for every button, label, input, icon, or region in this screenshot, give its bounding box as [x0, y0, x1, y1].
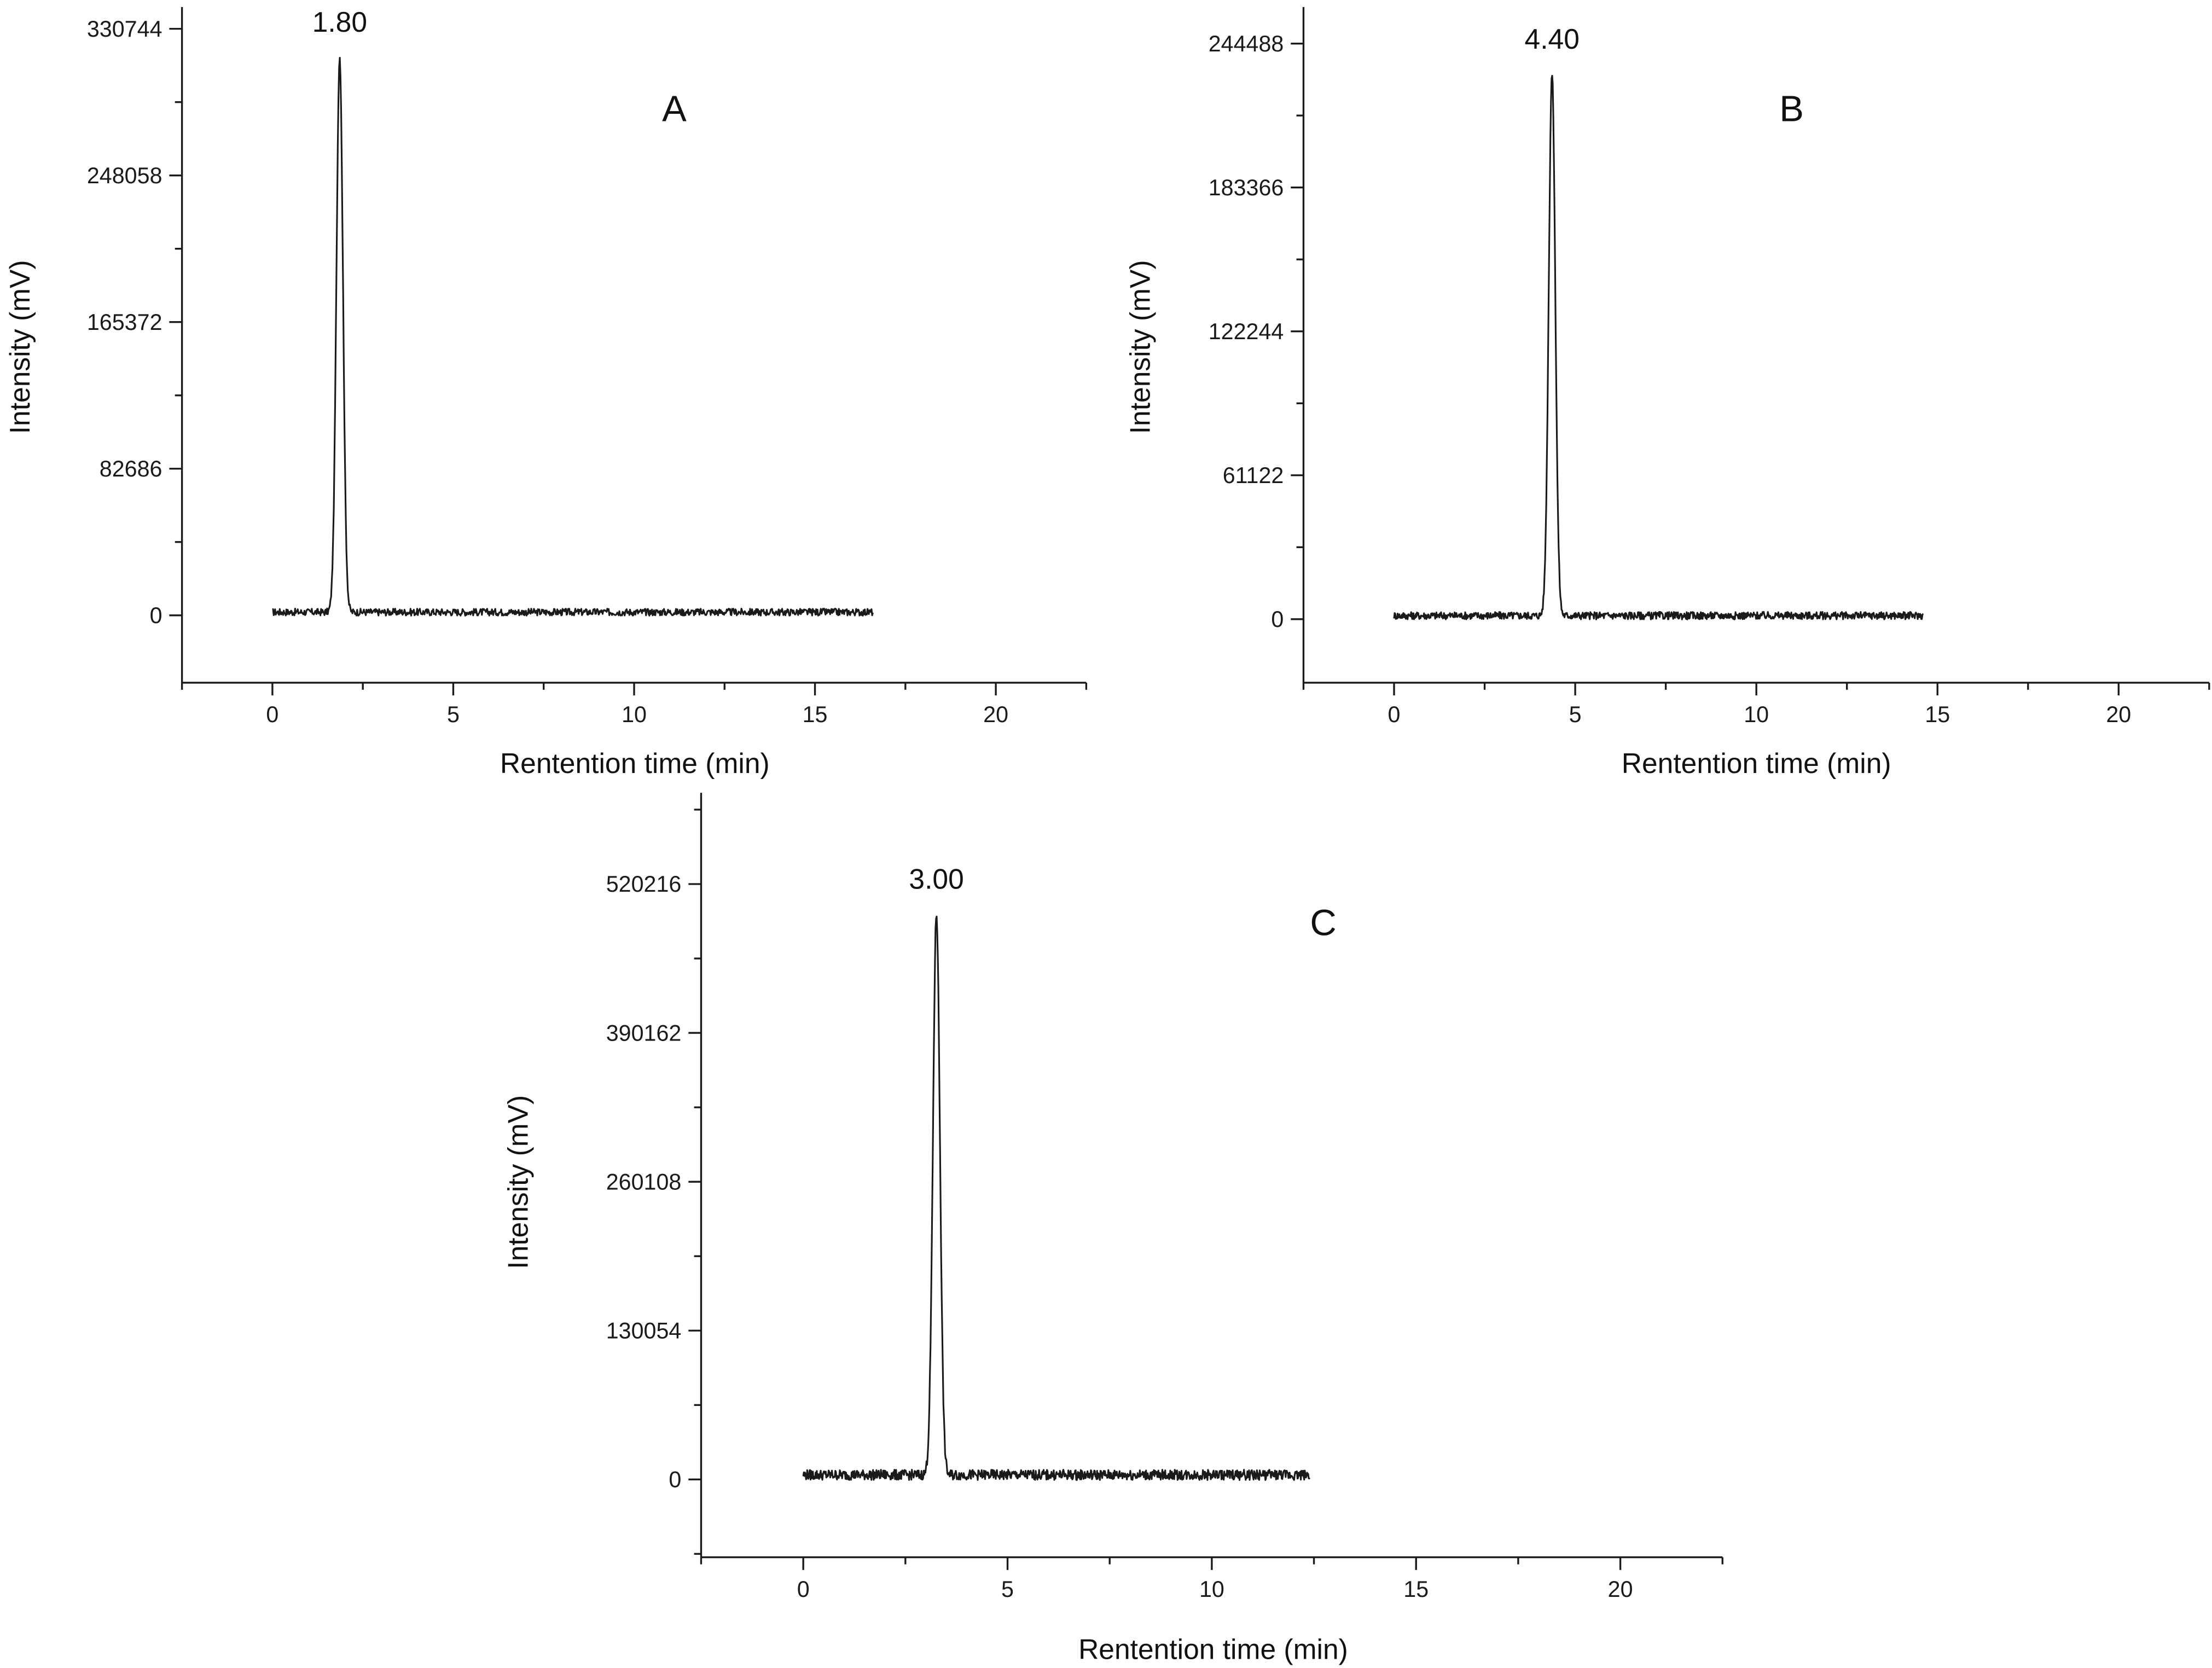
y-tick-label: 165372 — [87, 310, 162, 335]
y-tick-label: 82686 — [100, 456, 162, 481]
chart-panel-b: 0 5 10 15 20 0 61122 122244 183366 244488 Rententi… — [1124, 7, 2210, 779]
panel-label: B — [1779, 89, 1804, 130]
x-axis-title: Rentention time (min) — [1078, 1633, 1348, 1665]
y-tick-label: 183366 — [1209, 175, 1284, 200]
y-tick-label: 260108 — [606, 1169, 682, 1194]
x-tick-label: 5 — [1001, 1577, 1014, 1602]
x-tick-label: 5 — [447, 702, 460, 727]
y-tick-label: 122244 — [1209, 319, 1284, 344]
x-tick-label: 15 — [1403, 1577, 1429, 1602]
x-tick-label: 10 — [622, 702, 647, 727]
chart-panel-a: 0 5 10 15 20 0 82686 165372 248058 330744 Rententi… — [4, 6, 1088, 779]
x-tick-label: 10 — [1199, 1577, 1224, 1602]
y-tick-label: 248058 — [87, 163, 162, 188]
x-axis-title: Rentention time (min) — [500, 747, 770, 779]
y-axis-title: Intensity (mV) — [502, 1095, 533, 1269]
x-tick-label: 5 — [1569, 702, 1582, 727]
chart-panel-c: 0 5 10 15 20 0 130054 260108 390162 520216 Rentent… — [502, 793, 1723, 1665]
chromatogram-line — [1393, 74, 1924, 620]
x-tick-label: 0 — [1388, 702, 1401, 727]
y-tick-label: 0 — [669, 1467, 681, 1492]
x-tick-label: 20 — [1608, 1577, 1633, 1602]
y-tick-label: 520216 — [606, 871, 682, 897]
x-tick-label: 0 — [797, 1577, 810, 1602]
peak-retention-label: 4.40 — [1525, 23, 1580, 55]
y-axis-title: Intensity (mV) — [4, 260, 36, 434]
y-tick-label: 244488 — [1209, 31, 1284, 56]
peak-retention-label: 1.80 — [312, 6, 367, 38]
x-tick-label: 10 — [1744, 702, 1769, 727]
y-tick-label: 330744 — [87, 16, 162, 42]
y-axis-title: Intensity (mV) — [1124, 260, 1156, 434]
panel-label: A — [662, 89, 687, 130]
x-tick-label: 15 — [1925, 702, 1950, 727]
y-tick-label: 61122 — [1223, 463, 1284, 488]
chromatogram-line — [272, 57, 874, 617]
x-tick-label: 20 — [2106, 702, 2131, 727]
y-tick-label: 390162 — [606, 1020, 682, 1045]
x-tick-label: 15 — [803, 702, 828, 727]
peak-retention-label: 3.00 — [909, 863, 963, 894]
panel-label: C — [1310, 903, 1336, 944]
x-tick-label: 20 — [983, 702, 1008, 727]
y-tick-label: 0 — [1271, 607, 1284, 632]
chromatogram-line — [802, 915, 1310, 1481]
x-axis-title: Rentention time (min) — [1622, 747, 1891, 779]
y-tick-label: 0 — [150, 603, 162, 628]
y-tick-label: 130054 — [606, 1318, 682, 1343]
x-tick-label: 0 — [266, 702, 278, 727]
